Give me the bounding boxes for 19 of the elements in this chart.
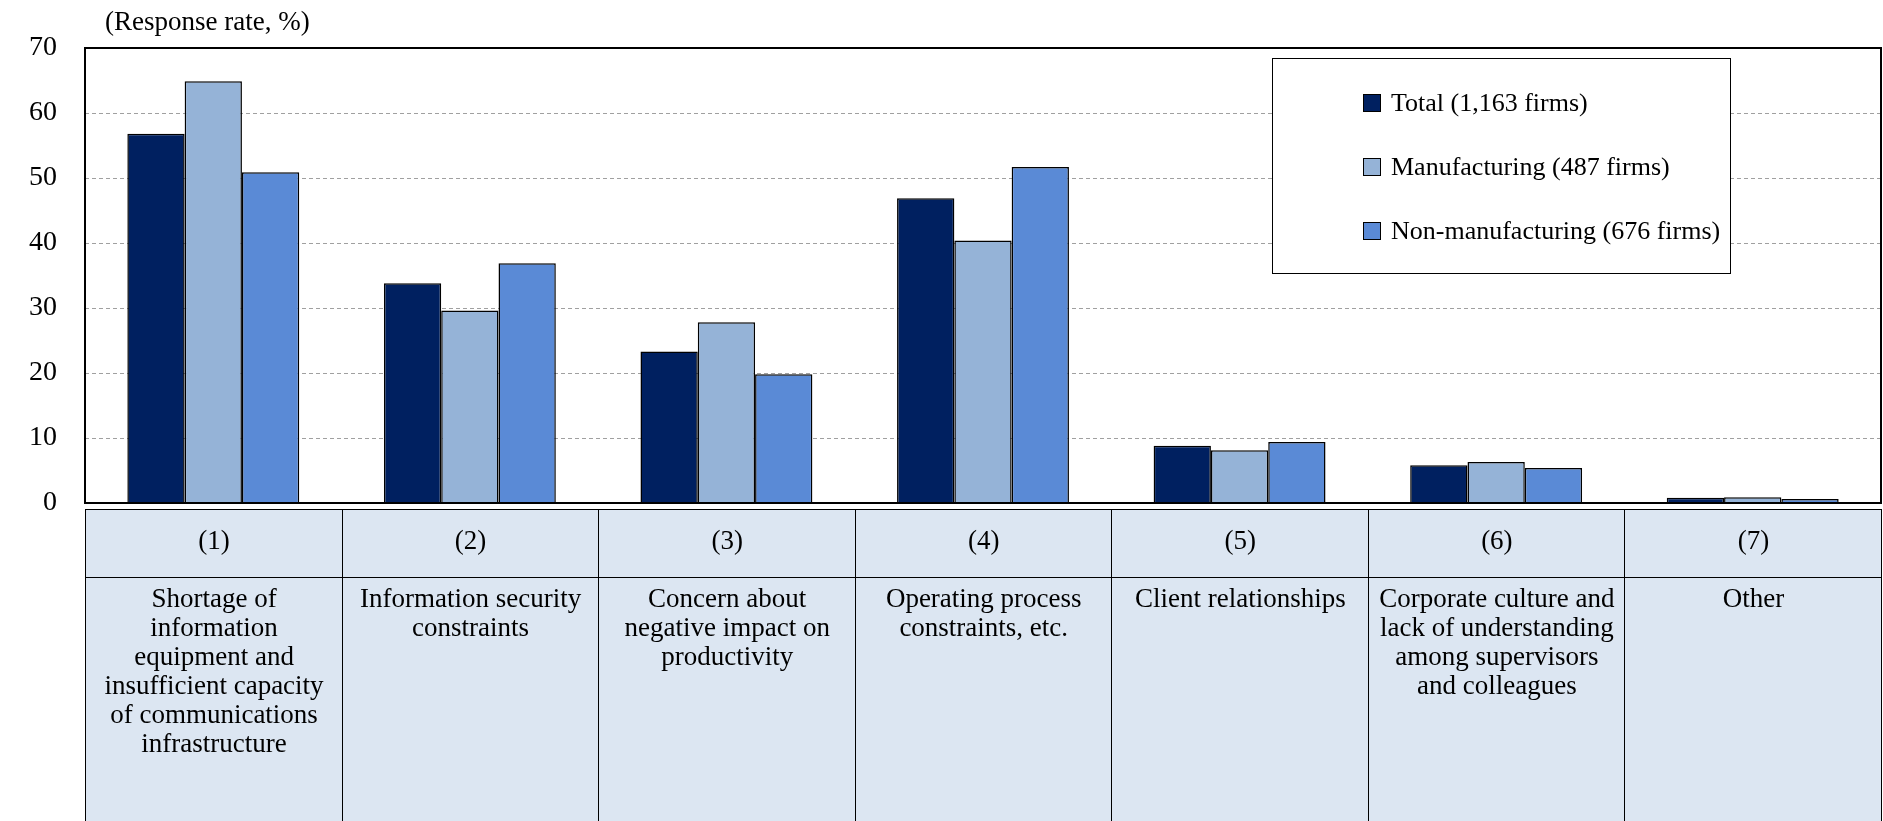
y-tick-label: 60 <box>29 95 57 127</box>
x-tick-label: (4) Operating process constraints, etc. <box>884 524 1083 644</box>
legend-label: Total (1,163 firms) <box>1391 88 1588 118</box>
x-tick-label: (1) Shortage of information equipment and insufficient capacity of communications infrastructure <box>103 524 325 760</box>
y-tick-label: 0 <box>43 485 57 517</box>
y-axis-title: (Response rate, %) <box>105 6 310 37</box>
x-tick-label: (2) Information security constraints <box>359 524 583 644</box>
legend-label: Non-manufacturing (676 firms) <box>1391 216 1721 246</box>
y-tick-label: 40 <box>29 225 57 257</box>
legend-label: Manufacturing (487 firms) <box>1391 152 1670 182</box>
x-tick-label: (5) Client relationships <box>1133 524 1347 615</box>
y-tick-label: 10 <box>29 420 57 452</box>
y-tick-label: 30 <box>29 290 57 322</box>
y-tick-label: 50 <box>29 160 57 192</box>
y-tick-label: 70 <box>29 30 57 62</box>
x-tick-label: (7) Other <box>1721 524 1786 615</box>
x-tick-label: (3) Concern about negative impact on productivity <box>623 524 831 673</box>
x-tick-label: (6) Corporate culture and lack of understanding among supervisors and colleagues <box>1378 524 1616 702</box>
y-tick-label: 20 <box>29 355 57 387</box>
